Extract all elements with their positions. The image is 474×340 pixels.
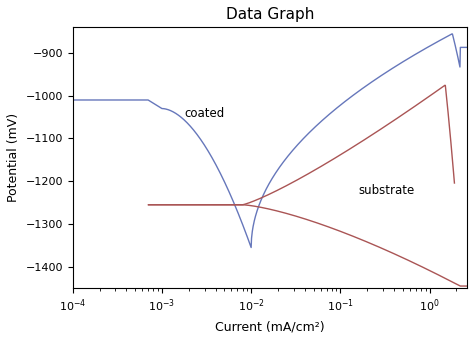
X-axis label: Current (mA/cm²): Current (mA/cm²) [215, 320, 325, 333]
Title: Data Graph: Data Graph [226, 7, 314, 22]
Text: coated: coated [185, 107, 225, 120]
Y-axis label: Potential (mV): Potential (mV) [7, 113, 20, 202]
Text: substrate: substrate [358, 184, 415, 197]
